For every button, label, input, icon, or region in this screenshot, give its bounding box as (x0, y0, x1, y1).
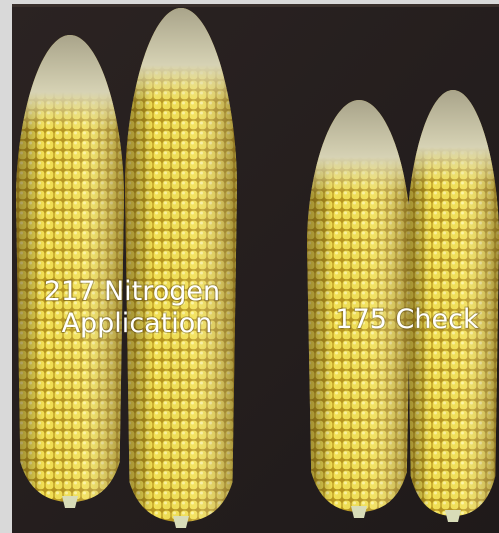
stem (445, 510, 461, 522)
stem (173, 516, 189, 528)
corn-ear (307, 100, 411, 512)
label-left-2: Application (62, 308, 213, 339)
corn-ear (125, 8, 237, 522)
corn-ear (407, 90, 499, 516)
stitch (12, 4, 499, 7)
stem (351, 506, 367, 518)
label-right: 175 Check (335, 304, 479, 335)
corn-ear (16, 35, 124, 502)
stem (62, 496, 78, 508)
label-left-1: 217 Nitrogen (44, 276, 220, 307)
